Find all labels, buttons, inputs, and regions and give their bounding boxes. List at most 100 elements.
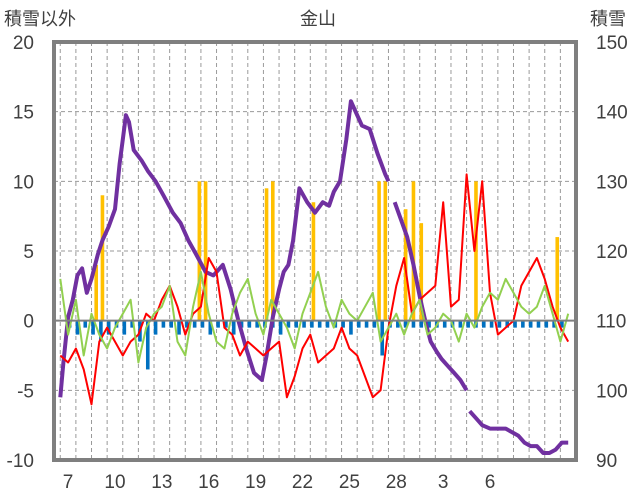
- y-right-tick-label: 100: [596, 381, 628, 402]
- y-left-tick-label: 5: [23, 242, 34, 263]
- bar: [192, 320, 197, 328]
- bar: [91, 320, 95, 335]
- bar: [177, 320, 181, 335]
- x-ticks: 7 10 13 16 19 22 25 28 3 6: [63, 472, 496, 493]
- bar: [521, 320, 525, 328]
- y-left-tick-label: -5: [17, 381, 34, 402]
- bar: [419, 320, 424, 328]
- bar: [185, 320, 189, 328]
- x-tick-label: 25: [339, 472, 360, 493]
- bar: [106, 320, 111, 335]
- bar: [286, 320, 291, 328]
- bar: [255, 320, 259, 328]
- series-line: [468, 409, 569, 455]
- bar: [169, 320, 174, 328]
- y-left-tick-label: 20: [13, 33, 34, 54]
- bar: [497, 320, 502, 328]
- y-right-ticks: 150 140 130 120 110 100 90: [596, 33, 628, 472]
- bar: [302, 320, 306, 328]
- x-tick-label: 19: [245, 472, 266, 493]
- bar: [364, 320, 369, 328]
- y-right-label: 積雪: [590, 9, 626, 30]
- series-line: [59, 173, 570, 406]
- bar: [161, 320, 166, 328]
- bar: [294, 320, 299, 328]
- y-left-label: 積雪以外: [4, 9, 76, 30]
- y-left-tick-label: 15: [13, 103, 34, 124]
- bar: [264, 188, 269, 321]
- bar: [341, 320, 345, 328]
- bar: [481, 320, 486, 328]
- bar: [239, 320, 244, 328]
- bar: [208, 320, 213, 335]
- bar: [231, 320, 236, 335]
- bar: [427, 320, 431, 328]
- y-right-tick-label: 120: [596, 242, 628, 263]
- bar: [474, 181, 478, 321]
- bar: [372, 320, 377, 328]
- bar: [403, 320, 408, 328]
- x-tick-label: 13: [151, 472, 172, 493]
- bar: [247, 320, 252, 328]
- bar: [278, 320, 283, 335]
- bar: [349, 320, 353, 335]
- bar: [122, 320, 127, 335]
- bar: [100, 195, 105, 321]
- bar: [458, 320, 463, 328]
- bar: [356, 320, 361, 328]
- y-right-tick-label: 130: [596, 172, 628, 193]
- bar: [224, 320, 228, 328]
- x-tick-label: 6: [485, 472, 496, 493]
- bar: [377, 181, 381, 321]
- bar: [555, 237, 560, 321]
- bar: [317, 320, 322, 328]
- bar: [203, 181, 208, 321]
- bar: [489, 320, 494, 328]
- bar: [411, 320, 416, 328]
- bar: [544, 320, 549, 328]
- y-left-tick-label: 0: [23, 312, 34, 333]
- x-tick-label: 7: [63, 472, 74, 493]
- series-line: [392, 201, 469, 392]
- series-line: [59, 270, 570, 364]
- bar: [505, 320, 510, 328]
- bar: [466, 320, 470, 328]
- series-line: [58, 99, 391, 398]
- bar: [536, 320, 541, 328]
- bar: [396, 320, 400, 328]
- bar: [528, 320, 533, 328]
- plot-frame: [52, 40, 578, 462]
- chart-title: 金山: [300, 9, 336, 30]
- bar: [419, 223, 424, 321]
- y-left-tick-label: 10: [13, 172, 34, 193]
- bar: [383, 181, 388, 321]
- x-tick-label: 10: [104, 472, 125, 493]
- y-left-tick-label: -10: [7, 451, 34, 472]
- y-left-ticks: 20 15 10 5 0 -5 -10: [7, 33, 34, 472]
- bar: [325, 320, 330, 328]
- bar: [145, 320, 150, 370]
- bar: [94, 264, 98, 321]
- bar: [216, 320, 220, 328]
- x-tick-label: 28: [386, 472, 407, 493]
- bar: [513, 320, 517, 328]
- x-tick-label: 16: [198, 472, 219, 493]
- y-right-tick-label: 140: [596, 103, 628, 124]
- bar: [99, 320, 103, 342]
- y-right-tick-label: 110: [596, 312, 626, 333]
- bar: [200, 320, 205, 328]
- lines: [54, 99, 576, 455]
- bar: [130, 320, 134, 328]
- bar: [560, 320, 564, 328]
- bar: [311, 202, 316, 321]
- bar: [411, 181, 416, 321]
- x-tick-label: 3: [438, 472, 449, 493]
- y-right-tick-label: 150: [596, 33, 628, 54]
- bar: [310, 320, 314, 328]
- bar: [83, 320, 88, 328]
- bar: [552, 320, 556, 328]
- x-tick-label: 22: [292, 472, 313, 493]
- bar: [442, 320, 447, 328]
- bar: [197, 181, 202, 321]
